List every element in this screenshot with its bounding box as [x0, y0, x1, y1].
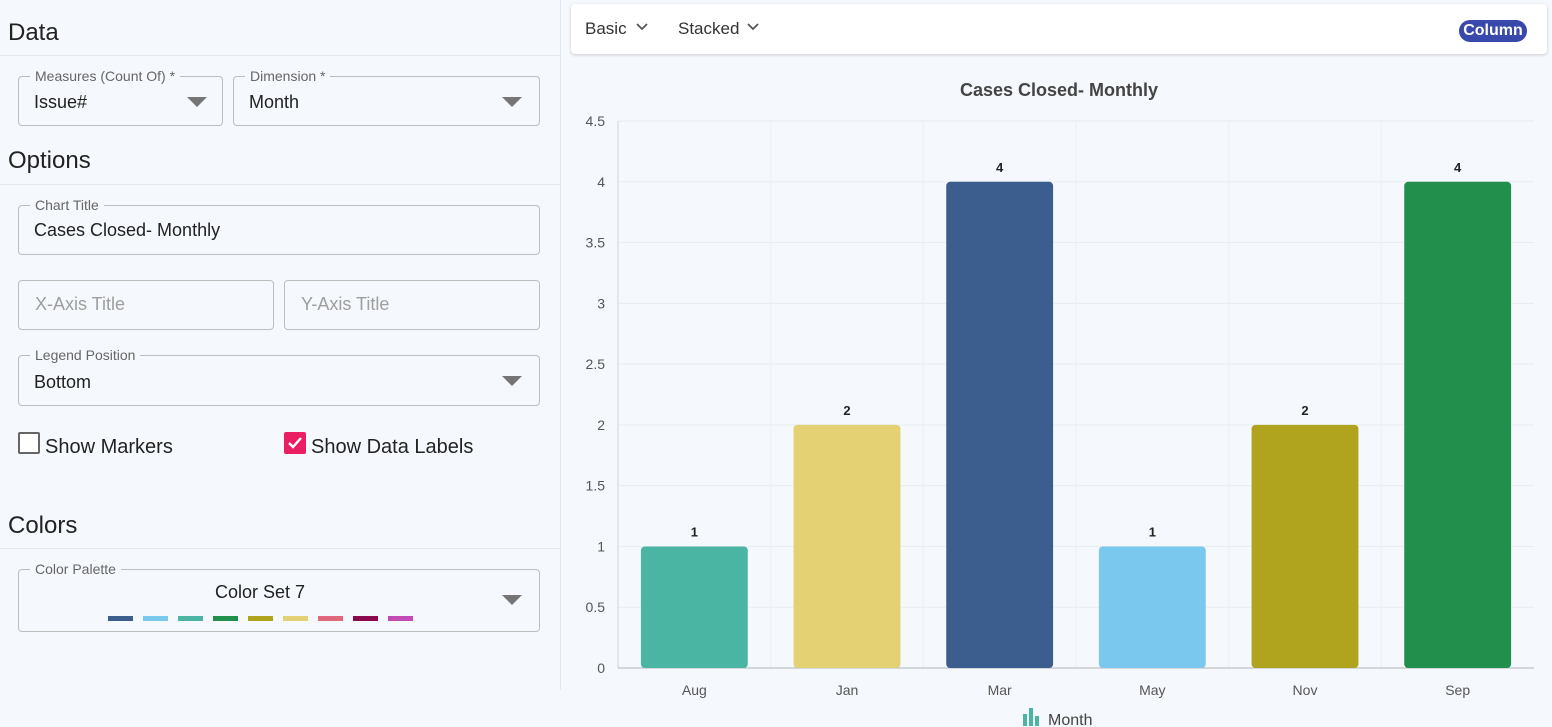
show-data-labels-label[interactable]: Show Data Labels — [311, 436, 474, 458]
section-divider — [0, 55, 561, 56]
bar-nov — [1251, 424, 1359, 668]
x-tick-label: Mar — [988, 682, 1012, 698]
palette-swatch — [213, 616, 238, 621]
chart-title: Cases Closed- Monthly — [960, 80, 1158, 100]
column-chart: Cases Closed- Monthly 0 0.5 1 1.5 2 2.5 3 3.5 4 4… — [586, 80, 1534, 727]
x-axis-title-field[interactable]: X-Axis Title — [18, 280, 274, 330]
bar-sep — [1404, 181, 1512, 668]
chevron-down-icon[interactable] — [187, 97, 207, 107]
legend-icon-bar — [1035, 716, 1039, 726]
measures-label: Measures (Count Of) * — [30, 68, 181, 84]
chart-grid — [617, 120, 1534, 669]
bar-mar — [946, 181, 1054, 668]
y-axis-title-placeholder: Y-Axis Title — [301, 294, 390, 314]
y-axis-ticks: 0 0.5 1 1.5 2 2.5 3 3.5 4 4.5 — [586, 113, 606, 676]
x-tick-label: May — [1139, 682, 1165, 698]
x-tick-label: Sep — [1445, 682, 1470, 698]
show-data-labels-checkbox[interactable] — [284, 432, 306, 454]
y-tick-label: 1 — [597, 538, 605, 554]
bar-aug — [640, 546, 748, 668]
data-label: 1 — [691, 524, 698, 539]
data-section-title: Data — [8, 19, 59, 46]
colors-section-title: Colors — [8, 512, 78, 539]
chart-bars: 1 2 4 1 2 4 — [640, 160, 1512, 668]
data-label: 4 — [1454, 160, 1462, 175]
y-tick-label: 3.5 — [586, 235, 606, 251]
palette-swatch — [108, 616, 133, 621]
chart-toolbar: Basic Stacked Column — [571, 4, 1547, 54]
x-tick-label: Aug — [682, 682, 707, 698]
chart-type-badge[interactable]: Column — [1459, 20, 1527, 42]
options-section-title: Options — [8, 147, 91, 174]
y-tick-label: 2.5 — [586, 356, 606, 372]
palette-swatch — [248, 616, 273, 621]
legend-icon-bar — [1023, 714, 1027, 726]
dimension-label: Dimension * — [245, 68, 331, 84]
color-palette-select[interactable]: Color Palette Color Set 7 — [18, 561, 540, 632]
color-palette-label: Color Palette — [30, 561, 121, 577]
measures-value: Issue# — [34, 92, 88, 112]
bar-jan — [793, 424, 901, 668]
measures-select[interactable]: Measures (Count Of) * Issue# — [18, 68, 223, 126]
y-tick-label: 4 — [597, 174, 605, 190]
bar-chart-icon — [1023, 708, 1039, 726]
y-axis-title-field[interactable]: Y-Axis Title — [284, 280, 540, 330]
chart-title-label: Chart Title — [30, 197, 104, 213]
show-markers-label[interactable]: Show Markers — [45, 436, 173, 458]
chevron-down-icon[interactable] — [636, 23, 648, 31]
chevron-down-icon[interactable] — [747, 23, 759, 31]
legend-position-select[interactable]: Legend Position Bottom — [18, 347, 540, 406]
data-label: 4 — [996, 160, 1004, 175]
show-markers-checkbox[interactable] — [18, 432, 40, 454]
y-tick-label: 0.5 — [586, 599, 606, 615]
checkmark-icon — [288, 437, 302, 449]
legend-position-label: Legend Position — [30, 347, 141, 363]
chevron-down-icon[interactable] — [502, 595, 522, 605]
data-label: 2 — [843, 403, 850, 418]
palette-swatch — [353, 616, 378, 621]
palette-swatch — [318, 616, 343, 621]
chart-title-field[interactable]: Chart Title Cases Closed- Monthly — [18, 197, 540, 255]
x-tick-label: Jan — [836, 682, 859, 698]
y-tick-label: 0 — [597, 660, 605, 676]
chart-legend[interactable]: Month — [1023, 708, 1092, 727]
section-divider — [0, 184, 561, 185]
chevron-down-icon[interactable] — [502, 376, 522, 386]
settings-panel: Data Measures (Count Of) * Issue# Dimens… — [0, 0, 561, 690]
y-tick-label: 2 — [597, 417, 605, 433]
palette-swatch — [178, 616, 203, 621]
chevron-down-icon[interactable] — [502, 97, 522, 107]
data-label: 2 — [1301, 403, 1308, 418]
palette-swatch — [388, 616, 413, 621]
palette-swatch — [283, 616, 308, 621]
bar-may — [1098, 546, 1206, 668]
palette-swatch — [143, 616, 168, 621]
data-label: 1 — [1149, 524, 1156, 539]
legend-position-value: Bottom — [34, 372, 92, 392]
legend-entry-month[interactable]: Month — [1048, 712, 1092, 727]
x-axis-ticks: Aug Jan Mar May Nov Sep — [682, 682, 1470, 698]
y-tick-label: 4.5 — [586, 113, 606, 129]
y-tick-label: 3 — [597, 295, 605, 311]
x-tick-label: Nov — [1293, 682, 1318, 698]
x-axis-title-placeholder: X-Axis Title — [35, 294, 126, 314]
section-divider — [0, 548, 561, 549]
basic-menu[interactable]: Basic — [585, 19, 627, 38]
stacked-menu[interactable]: Stacked — [678, 19, 740, 38]
dimension-value: Month — [249, 92, 300, 112]
color-palette-value: Color Set 7 — [214, 582, 306, 602]
legend-icon-bar — [1029, 708, 1033, 726]
y-tick-label: 1.5 — [586, 478, 606, 494]
chart-title-value[interactable]: Cases Closed- Monthly — [34, 220, 221, 240]
dimension-select[interactable]: Dimension * Month — [233, 68, 540, 126]
